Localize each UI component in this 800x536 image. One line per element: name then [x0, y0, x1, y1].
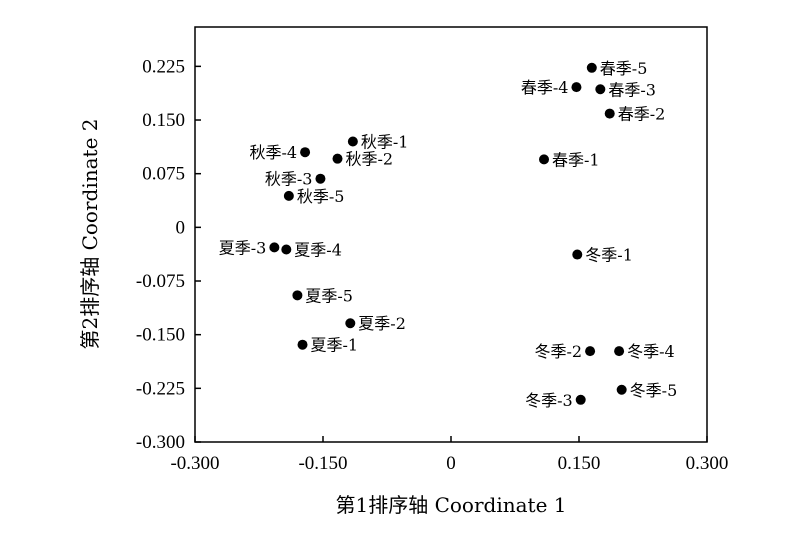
data-point — [586, 62, 597, 73]
y-tick-label: 0 — [176, 217, 186, 238]
y-tick-label: -0.300 — [136, 432, 185, 453]
data-point — [575, 394, 586, 405]
y-tick-label: -0.225 — [136, 378, 185, 399]
data-point-label: 夏季-5 — [305, 286, 353, 305]
data-point — [572, 249, 583, 260]
x-tick-label: 0.150 — [558, 453, 601, 474]
data-point — [332, 153, 343, 164]
data-point — [616, 384, 627, 395]
data-point-label: 冬季-5 — [630, 381, 678, 400]
data-point-label: 秋季-2 — [346, 150, 394, 169]
data-point-label: 冬季-4 — [627, 342, 675, 361]
data-point-label: 秋季-4 — [249, 143, 297, 162]
data-point-label: 秋季-1 — [361, 132, 409, 151]
data-point-label: 冬季-2 — [534, 342, 582, 361]
y-tick-label: 0.225 — [142, 56, 185, 77]
data-point — [297, 339, 308, 350]
x-tick-label: 0.300 — [686, 453, 729, 474]
data-point-label: 秋季-5 — [297, 187, 345, 206]
data-point — [595, 84, 606, 95]
data-point-label: 春季-5 — [600, 59, 648, 78]
data-point-label: 夏季-1 — [311, 336, 359, 355]
x-tick-label: -0.150 — [298, 453, 347, 474]
x-tick-label: 0 — [446, 453, 456, 474]
data-point-label: 春季-2 — [618, 105, 666, 124]
data-point — [281, 244, 292, 255]
data-point — [614, 346, 625, 357]
y-tick-label: 0.150 — [142, 110, 185, 131]
y-axis-title: 第2排序轴 Coordinate 2 — [78, 119, 102, 350]
data-point-label: 春季-4 — [521, 78, 569, 97]
data-point — [347, 136, 358, 147]
data-point — [283, 190, 294, 201]
x-tick-label: -0.300 — [170, 453, 219, 474]
x-axis-title: 第1排序轴 Coordinate 1 — [336, 493, 567, 517]
data-point-label: 秋季-3 — [265, 170, 313, 189]
data-point — [585, 346, 596, 357]
data-point — [269, 242, 280, 253]
y-tick-label: -0.075 — [136, 271, 185, 292]
y-tick-label: 0.075 — [142, 164, 185, 185]
data-point — [539, 154, 550, 165]
y-axis-ticks: -0.300 -0.225 -0.150 -0.075 0 0.075 0.150 0.225 — [136, 56, 201, 453]
data-point-label: 春季-1 — [552, 150, 600, 169]
data-point — [571, 82, 582, 93]
y-tick-label: -0.150 — [136, 325, 185, 346]
data-point — [345, 318, 356, 329]
data-point-label: 夏季-4 — [294, 241, 342, 260]
x-axis-ticks: -0.300 -0.150 0 0.150 0.300 — [170, 436, 728, 474]
data-point — [315, 173, 326, 184]
data-point-label: 冬季-1 — [585, 246, 633, 265]
data-point-label: 夏季-3 — [219, 238, 267, 257]
data-point — [292, 290, 303, 301]
data-point-label: 春季-3 — [608, 80, 656, 99]
data-point — [300, 147, 311, 158]
data-points: 春季-5 春季-4 春季-3 春季-2 春季-1 秋季-1 秋季-4 秋季-2 秋季-3秋季-5… — [219, 59, 677, 410]
data-point-label: 夏季-2 — [358, 314, 406, 333]
data-point — [604, 108, 615, 119]
data-point-label: 冬季-3 — [525, 391, 573, 410]
